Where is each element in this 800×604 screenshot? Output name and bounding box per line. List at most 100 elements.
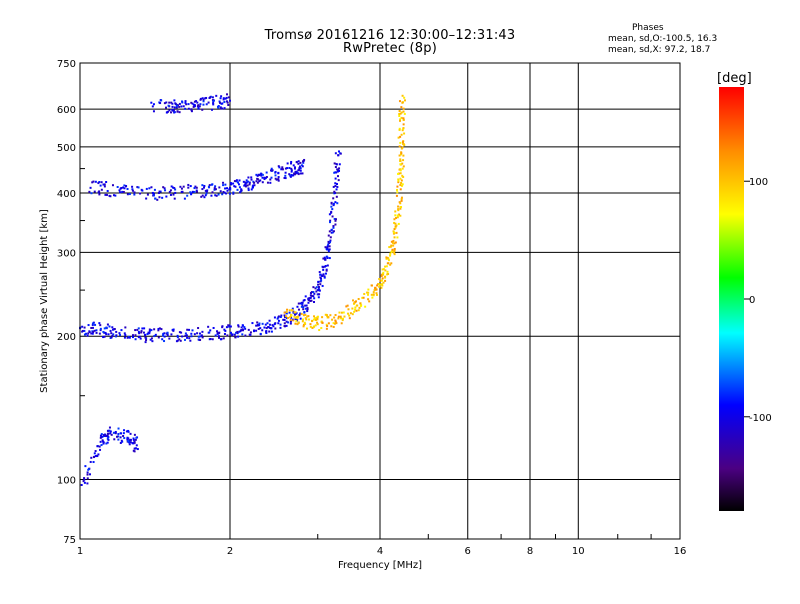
- data-point: [99, 434, 102, 437]
- data-point: [333, 171, 336, 174]
- data-point: [380, 286, 383, 289]
- data-point: [326, 324, 329, 327]
- data-point: [199, 97, 202, 100]
- data-point: [247, 180, 250, 183]
- data-point: [211, 191, 214, 194]
- data-point: [258, 322, 261, 325]
- data-point: [199, 338, 202, 341]
- data-point: [90, 192, 93, 195]
- data-point: [332, 197, 335, 200]
- x-axis-label: Frequency [MHz]: [338, 560, 422, 571]
- data-point: [289, 320, 292, 323]
- data-point: [125, 430, 128, 433]
- data-point: [339, 315, 342, 318]
- data-point: [108, 325, 111, 328]
- data-point: [335, 188, 338, 191]
- y-axis-label: Stationary phase Virtual Height [km]: [39, 209, 50, 393]
- x-tick-label: 10: [572, 546, 585, 557]
- data-point: [390, 250, 393, 253]
- data-point: [238, 179, 241, 182]
- data-point: [226, 189, 229, 192]
- data-point: [308, 297, 311, 300]
- data-point: [151, 105, 154, 108]
- data-point: [105, 434, 108, 437]
- data-point: [398, 113, 401, 116]
- data-point: [233, 333, 236, 336]
- data-point: [89, 186, 92, 189]
- data-point: [261, 181, 264, 184]
- data-point: [106, 323, 109, 326]
- data-point: [280, 314, 283, 317]
- data-point: [201, 188, 204, 191]
- data-point: [321, 284, 324, 287]
- data-point: [201, 108, 204, 111]
- data-point: [327, 322, 330, 325]
- data-point: [400, 205, 403, 208]
- data-point: [397, 179, 400, 182]
- data-point: [107, 438, 110, 441]
- data-point: [351, 307, 354, 310]
- data-point: [403, 144, 406, 147]
- colorbar-label: [deg]: [717, 71, 752, 86]
- data-point: [357, 309, 360, 312]
- data-point: [395, 217, 398, 220]
- data-point: [92, 456, 95, 459]
- data-point: [99, 184, 102, 187]
- data-point: [290, 162, 293, 165]
- data-point: [184, 107, 187, 110]
- data-point: [391, 248, 394, 251]
- data-point: [400, 111, 403, 114]
- data-point: [321, 321, 324, 324]
- data-point: [327, 248, 330, 251]
- data-point: [274, 174, 277, 177]
- data-point: [303, 311, 306, 314]
- data-point: [390, 240, 393, 243]
- data-point: [293, 173, 296, 176]
- data-point: [126, 188, 129, 191]
- data-point: [334, 223, 337, 226]
- data-point: [380, 279, 383, 282]
- data-point: [173, 187, 176, 190]
- data-point: [286, 308, 289, 311]
- data-point: [149, 338, 152, 341]
- data-point: [294, 316, 297, 319]
- data-point: [252, 184, 255, 187]
- data-point: [329, 219, 332, 222]
- data-point: [193, 105, 196, 108]
- data-point: [402, 143, 405, 146]
- data-point: [99, 440, 102, 443]
- data-point: [134, 338, 137, 341]
- data-point: [256, 174, 259, 177]
- data-point: [346, 312, 349, 315]
- data-point: [309, 325, 312, 328]
- data-point: [87, 332, 90, 335]
- data-point: [115, 330, 118, 333]
- data-point: [337, 315, 340, 318]
- data-point: [277, 178, 280, 181]
- data-point: [394, 210, 397, 213]
- data-point: [332, 204, 335, 207]
- data-point: [145, 187, 148, 190]
- data-point: [293, 315, 296, 318]
- data-point: [386, 262, 389, 265]
- data-point: [327, 240, 330, 243]
- data-point: [311, 320, 314, 323]
- data-point: [199, 332, 202, 335]
- data-point: [297, 302, 300, 305]
- data-point: [271, 324, 274, 327]
- data-point: [338, 169, 341, 172]
- data-point: [299, 172, 302, 175]
- data-point: [400, 151, 403, 154]
- data-point: [163, 335, 166, 338]
- data-point: [92, 461, 95, 464]
- data-point: [302, 314, 305, 317]
- data-point: [313, 297, 316, 300]
- data-point: [297, 160, 300, 163]
- data-point: [88, 330, 91, 333]
- data-point: [104, 435, 107, 438]
- data-point: [105, 193, 108, 196]
- data-point: [392, 231, 395, 234]
- data-point: [318, 329, 321, 332]
- data-point: [166, 331, 169, 334]
- data-point: [203, 196, 206, 199]
